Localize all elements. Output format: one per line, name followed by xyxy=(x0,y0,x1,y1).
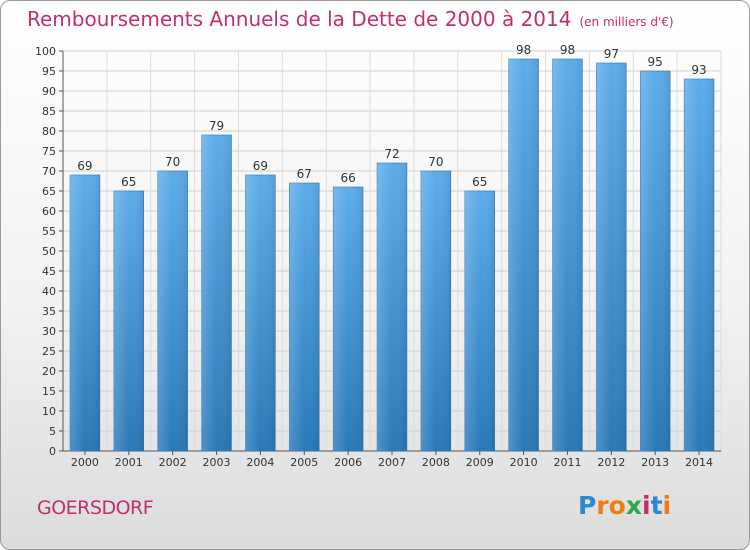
y-tick-label: 5 xyxy=(49,425,56,438)
chart-title: Remboursements Annuels de la Dette de 20… xyxy=(27,7,674,31)
bar-shade xyxy=(596,63,627,451)
bar-shade xyxy=(289,183,320,451)
y-tick-label: 40 xyxy=(42,285,56,298)
bar-value-label: 98 xyxy=(516,43,531,57)
x-tick-label: 2001 xyxy=(115,456,143,469)
bar-value-label: 66 xyxy=(340,171,355,185)
bar-shade xyxy=(377,163,407,451)
x-tick-label: 2007 xyxy=(378,456,406,469)
proxiti-logo[interactable]: Proxiti xyxy=(578,491,671,520)
bar-shade xyxy=(684,79,714,451)
x-tick-label: 2008 xyxy=(422,456,450,469)
bar-shade xyxy=(333,187,364,451)
y-tick-label: 60 xyxy=(42,205,56,218)
y-tick-label: 25 xyxy=(42,345,56,358)
y-tick-label: 70 xyxy=(42,165,56,178)
y-tick-label: 45 xyxy=(42,265,56,278)
bar-shade xyxy=(70,175,100,451)
x-tick-label: 2006 xyxy=(334,456,362,469)
logo-letter: i xyxy=(662,491,672,520)
x-tick-label: 2005 xyxy=(290,456,318,469)
bar-value-label: 97 xyxy=(604,47,619,61)
bar-value-label: 98 xyxy=(560,43,575,57)
bar-shade xyxy=(552,59,583,451)
bar-shade xyxy=(420,171,451,451)
bar-value-label: 65 xyxy=(472,175,487,189)
x-tick-label: 2000 xyxy=(71,456,99,469)
x-tick-label: 2009 xyxy=(466,456,494,469)
bar-value-label: 70 xyxy=(165,155,180,169)
bar-shade xyxy=(245,175,276,451)
x-tick-label: 2012 xyxy=(597,456,625,469)
x-tick-label: 2014 xyxy=(685,456,713,469)
y-tick-label: 30 xyxy=(42,325,56,338)
y-tick-label: 10 xyxy=(42,405,56,418)
y-tick-label: 80 xyxy=(42,125,56,138)
commune-name: GOERSDORF xyxy=(37,497,154,519)
logo-letter: i xyxy=(642,491,651,520)
bar-value-label: 70 xyxy=(428,155,443,169)
bar-value-label: 67 xyxy=(297,167,312,181)
bar-value-label: 72 xyxy=(384,147,399,161)
x-tick-label: 2004 xyxy=(246,456,274,469)
bar-value-label: 65 xyxy=(121,175,136,189)
bars xyxy=(69,58,715,452)
bar-value-label: 79 xyxy=(209,119,224,133)
y-tick-label: 85 xyxy=(42,105,56,118)
bar-shade xyxy=(640,71,671,451)
x-tick-label: 2011 xyxy=(553,456,581,469)
logo-letter: t xyxy=(650,491,663,520)
bar-shade xyxy=(508,59,539,451)
y-tick-label: 20 xyxy=(42,365,56,378)
y-tick-label: 75 xyxy=(42,145,56,158)
bar-shade xyxy=(201,135,232,451)
bar-shade xyxy=(157,171,188,451)
y-tick-label: 50 xyxy=(42,245,56,258)
y-tick-label: 90 xyxy=(42,85,56,98)
chart-title-text: Remboursements Annuels de la Dette de 20… xyxy=(27,7,572,31)
y-tick-label: 35 xyxy=(42,305,56,318)
x-tick-label: 2002 xyxy=(159,456,187,469)
bar-value-label: 69 xyxy=(77,159,92,173)
data-labels: 69 65 70 79 69 67 66 72 70 65 98 98 97 95 93 xyxy=(77,43,706,189)
logo-letter: x xyxy=(625,491,642,520)
y-tick-label: 0 xyxy=(49,445,56,458)
chart-unit-label: (en milliers d'€) xyxy=(579,15,674,29)
bar-shade xyxy=(113,191,144,451)
y-tick-label: 55 xyxy=(42,225,56,238)
bar-shade xyxy=(464,191,495,451)
y-tick-label: 65 xyxy=(42,185,56,198)
x-tick-label: 2010 xyxy=(510,456,538,469)
y-tick-label: 95 xyxy=(42,65,56,78)
x-tick-label: 2003 xyxy=(203,456,231,469)
logo-letter: P xyxy=(578,491,597,520)
bar-value-label: 95 xyxy=(648,55,663,69)
y-tick-label: 100 xyxy=(35,45,56,58)
bar-value-label: 69 xyxy=(253,159,268,173)
y-tick-label: 15 xyxy=(42,385,56,398)
x-tick-label: 2013 xyxy=(641,456,669,469)
bar-value-label: 93 xyxy=(691,63,706,77)
logo-letter: o xyxy=(608,491,626,520)
logo-letter: r xyxy=(596,491,609,520)
